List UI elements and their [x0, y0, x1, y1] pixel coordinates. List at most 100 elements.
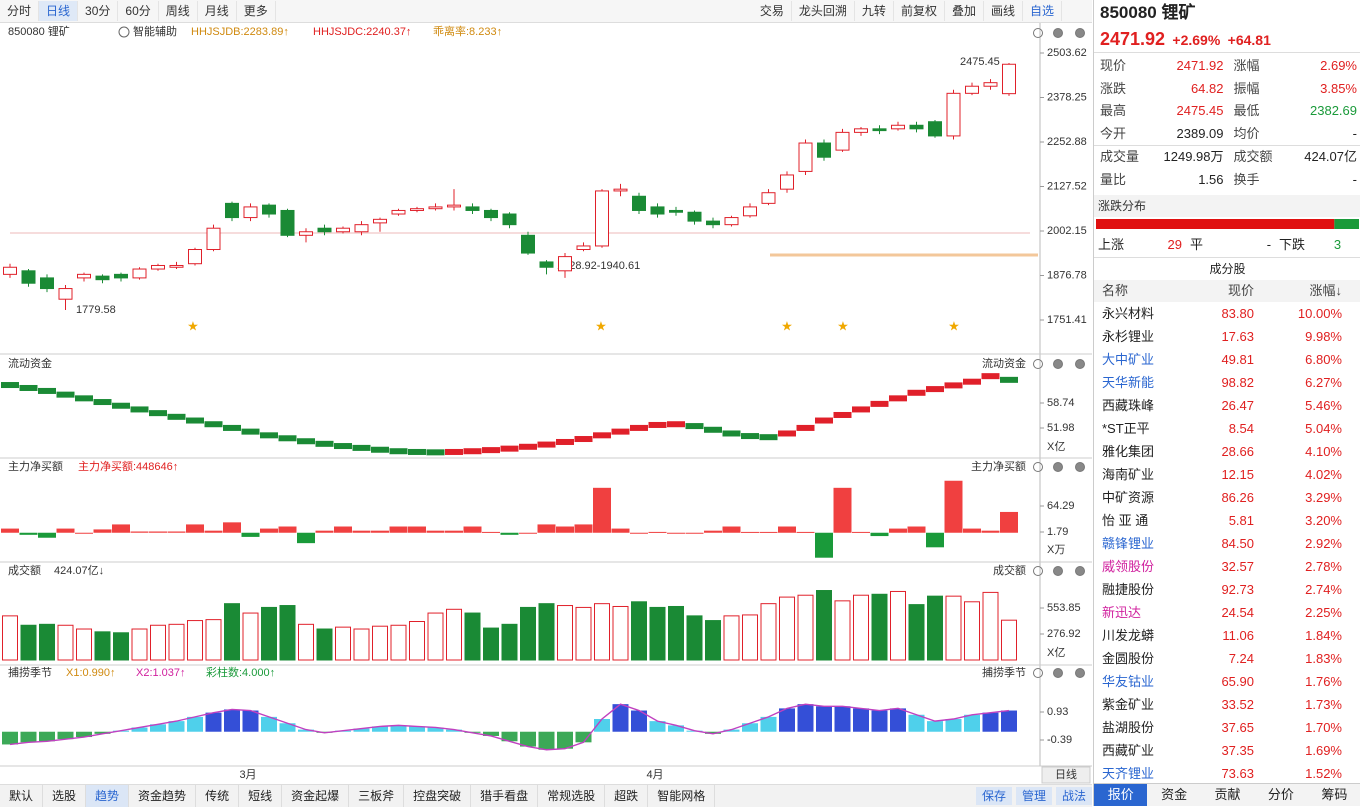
- net-bar: [371, 530, 389, 533]
- indicator: 乖离率:8.233↑: [433, 24, 502, 38]
- net-bar: [463, 526, 482, 533]
- toolbar-action[interactable]: 画线: [984, 1, 1023, 21]
- period-tab[interactable]: 分时: [0, 1, 40, 21]
- toolbar-action[interactable]: 九转: [855, 1, 894, 21]
- net-bar: [482, 531, 500, 533]
- strategy-tab[interactable]: 资金起爆: [282, 785, 350, 807]
- table-row: 川发龙蟒 11.06 1.84%: [1094, 624, 1360, 647]
- net-bar: [926, 532, 944, 548]
- side-tab[interactable]: 资金: [1161, 787, 1188, 802]
- y-tick-label: 1751.41: [1047, 314, 1087, 326]
- panel-icon: [1033, 566, 1043, 576]
- strategy-tab[interactable]: 短线: [239, 785, 283, 807]
- flow-mark: [445, 448, 463, 455]
- net-bar: [574, 524, 593, 533]
- bottom-action[interactable]: 战法: [1055, 787, 1092, 805]
- side-tab[interactable]: 分价: [1267, 787, 1294, 802]
- osc-bar: [575, 731, 592, 743]
- strategy-tab[interactable]: 常规选股: [538, 785, 606, 807]
- flow-mark: [38, 387, 56, 394]
- volume-bar: [150, 624, 166, 661]
- table-row: 天华新能 98.82 6.27%: [1094, 371, 1360, 394]
- stock-pct: 1.73%: [1305, 697, 1342, 712]
- net-bar: [19, 532, 38, 535]
- quote-pct: +2.69%: [1172, 32, 1221, 48]
- panel-icon: [1053, 668, 1063, 678]
- net-bar: [149, 531, 167, 533]
- candle-body: [317, 227, 332, 233]
- side-tab[interactable]: 贡献: [1214, 787, 1241, 802]
- strategy-tab[interactable]: 超跌: [605, 785, 649, 807]
- period-tab[interactable]: 周线: [159, 1, 198, 21]
- period-tab[interactable]: 更多: [237, 1, 276, 21]
- quote-value: 1.56: [1198, 171, 1224, 187]
- osc-bar: [390, 725, 407, 732]
- net-bar: [426, 530, 445, 533]
- bottom-action[interactable]: 管理: [1015, 787, 1052, 805]
- toolbar-action[interactable]: 自选: [1023, 1, 1062, 21]
- toolbar-action[interactable]: 交易: [753, 1, 792, 21]
- net-bar: [186, 524, 204, 533]
- net-bar: [278, 526, 297, 533]
- table-row: 永兴材料 83.80 10.00%: [1094, 302, 1360, 325]
- candle-body: [743, 206, 757, 217]
- strategy-tab[interactable]: 三板斧: [349, 785, 405, 807]
- period-tab[interactable]: 60分: [118, 1, 159, 21]
- volume-bar: [279, 605, 296, 661]
- panel-icon: [1053, 462, 1063, 472]
- stock-name: 威领股份: [1102, 559, 1155, 574]
- toolbar-action[interactable]: 龙头回溯: [792, 1, 855, 21]
- flow-mark: [870, 400, 889, 407]
- toolbar-action[interactable]: 叠加: [945, 1, 984, 21]
- side-tab[interactable]: 筹码: [1321, 787, 1348, 802]
- stock-price: 37.35: [1221, 743, 1254, 758]
- toolbar-action[interactable]: 前复权: [894, 1, 945, 21]
- flow-mark: [704, 426, 722, 433]
- period-tab[interactable]: 日线: [39, 1, 79, 21]
- osc-bar: [890, 708, 906, 732]
- period-tab[interactable]: 30分: [78, 1, 119, 21]
- table-row: 新迅达 24.54 2.25%: [1094, 601, 1360, 624]
- strategy-tab[interactable]: 智能网格: [648, 785, 716, 807]
- flow-mark: [667, 421, 685, 428]
- osc-bar: [150, 724, 166, 732]
- quote-value: 2382.69: [1310, 103, 1357, 118]
- flow-mark: [1000, 376, 1018, 383]
- volume-bar: [187, 620, 203, 661]
- strategy-tab[interactable]: 默认: [0, 785, 44, 807]
- flow-mark: [426, 449, 445, 456]
- table-row: 天齐锂业 73.63 1.52%: [1094, 762, 1360, 785]
- volume-bar: [335, 626, 351, 661]
- strategy-tab[interactable]: 控盘突破: [404, 785, 472, 807]
- quote-code: 850080 锂矿: [1100, 3, 1196, 22]
- panel-title: 捕捞季节: [8, 665, 52, 679]
- quote-panel: 850080 锂矿 2471.92 +2.69% +64.81 现价 2471.9…: [1093, 0, 1360, 806]
- strategy-tab[interactable]: 传统: [196, 785, 240, 807]
- stock-price: 7.24: [1228, 651, 1254, 666]
- strategy-tab[interactable]: 趋势: [86, 785, 130, 807]
- flow-mark: [19, 384, 38, 391]
- side-tab[interactable]: 报价: [1094, 784, 1148, 806]
- period-tab[interactable]: 月线: [198, 1, 237, 21]
- up-label: 上涨: [1098, 237, 1125, 252]
- stock-pct: 4.10%: [1305, 444, 1342, 459]
- candle-body: [891, 124, 905, 130]
- range-label: 1928.92-1940.61: [557, 260, 640, 272]
- candle-body: [410, 208, 424, 211]
- strategy-tab[interactable]: 资金趋势: [129, 785, 197, 807]
- bottom-tabs: 默认 选股 趋势 资金趋势 传统 短线 资金起爆 三板斧 控盘突破 猎手看盘 常规选股 超跌 智能网格 保…: [0, 784, 1092, 807]
- osc-bar: [279, 723, 296, 732]
- strategy-tab[interactable]: 选股: [43, 785, 87, 807]
- candle-body: [632, 195, 646, 211]
- distribution-bar: [1096, 219, 1359, 229]
- stock-name: 川发龙蟒: [1102, 628, 1155, 643]
- bottom-action[interactable]: 保存: [975, 787, 1012, 805]
- osc-bar: [94, 731, 111, 734]
- strategy-tab[interactable]: 猎手看盘: [471, 785, 539, 807]
- stock-name: 盐湖股份: [1102, 720, 1155, 735]
- osc-bar: [57, 731, 74, 740]
- quote-label: 成交额: [1233, 149, 1273, 164]
- flow-mark: [981, 373, 1000, 380]
- volume-bar: [816, 590, 832, 661]
- quote-value: 2389.09: [1176, 125, 1224, 141]
